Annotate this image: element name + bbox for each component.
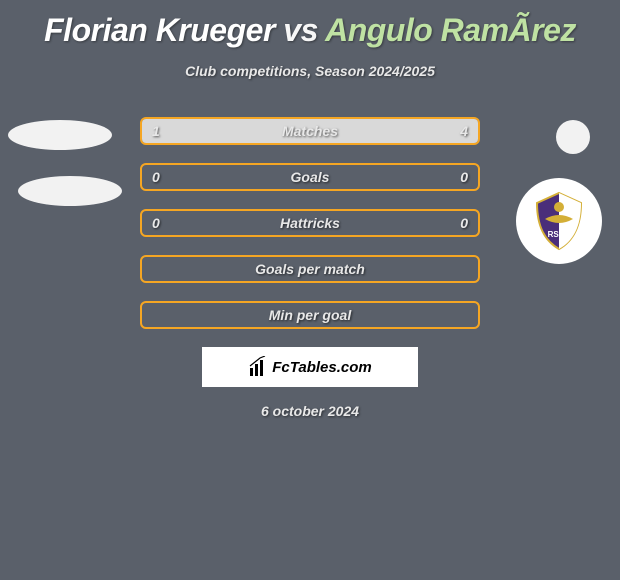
anderlecht-crest-icon: RSCA: [527, 189, 591, 253]
stat-label: Goals: [142, 165, 478, 189]
stat-row-goals-per-match: Goals per match: [140, 255, 480, 283]
brand-box: FcTables.com: [202, 347, 418, 387]
stat-row-hattricks: 0 Hattricks 0: [140, 209, 480, 237]
bar-chart-icon: [248, 356, 270, 378]
player2-name: Angulo RamÃ­rez: [325, 12, 576, 48]
svg-text:RSCA: RSCA: [548, 230, 571, 239]
stat-row-goals: 0 Goals 0: [140, 163, 480, 191]
date-text: 6 october 2024: [0, 403, 620, 419]
player1-club-placeholder-1: [8, 120, 112, 150]
stat-row-matches: 1 Matches 4: [140, 117, 480, 145]
player1-name: Florian Krueger: [44, 12, 275, 48]
stat-bars: 1 Matches 4 0 Goals 0 0 Hattricks 0 Goal…: [140, 117, 480, 329]
player1-club-placeholder-2: [18, 176, 122, 206]
stat-value-right: 4: [460, 119, 468, 143]
vs-word: vs: [283, 12, 318, 48]
player2-club-badge: RSCA: [516, 178, 602, 264]
stat-label: Hattricks: [142, 211, 478, 235]
stat-value-right: 0: [460, 165, 468, 189]
subtitle: Club competitions, Season 2024/2025: [0, 63, 620, 79]
page-title: Florian Krueger vs Angulo RamÃ­rez: [0, 0, 620, 49]
stat-label: Goals per match: [142, 257, 478, 281]
stat-label: Min per goal: [142, 303, 478, 327]
player2-marker: [556, 120, 590, 154]
stat-value-right: 0: [460, 211, 468, 235]
stat-label: Matches: [142, 119, 478, 143]
stat-row-min-per-goal: Min per goal: [140, 301, 480, 329]
brand-text: FcTables.com: [272, 359, 371, 376]
